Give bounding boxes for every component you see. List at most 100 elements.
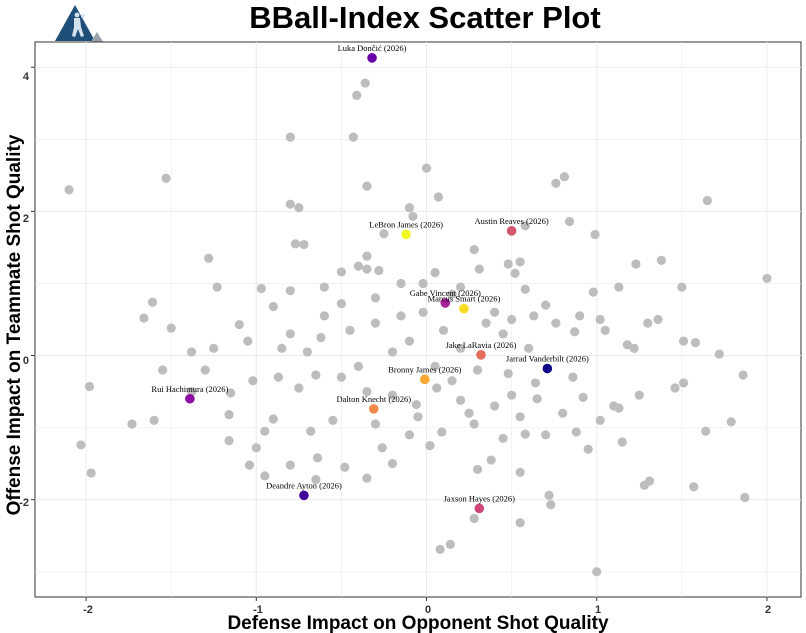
highlighted-points	[185, 53, 553, 514]
scatter-point	[299, 239, 309, 250]
y-tick-label: -2	[19, 497, 29, 509]
scatter-point	[377, 443, 387, 453]
scatter-point	[273, 372, 284, 382]
scatter-point	[520, 221, 530, 231]
scatter-point	[469, 513, 479, 524]
highlighted-point	[401, 229, 411, 240]
scatter-point	[498, 433, 508, 444]
scatter-point	[714, 349, 724, 359]
scatter-point	[418, 307, 428, 317]
scatter-point	[127, 419, 137, 429]
x-tick-label: 1	[595, 604, 601, 616]
scatter-point	[404, 203, 415, 213]
scatter-point	[595, 415, 605, 426]
scatter-point	[396, 278, 406, 289]
scatter-point	[411, 399, 421, 410]
scatter-point	[578, 392, 588, 402]
scatter-point	[408, 211, 418, 222]
scatter-point	[447, 376, 457, 386]
scatter-point	[316, 332, 326, 343]
x-tick-label: 0	[425, 604, 431, 616]
scatter-point	[559, 172, 569, 182]
scatter-point	[319, 311, 329, 321]
scatter-point	[311, 370, 321, 380]
scatter-point	[362, 264, 372, 274]
scatter-point	[139, 313, 149, 323]
scatter-point	[503, 259, 513, 269]
point-label: Marcus Smart (2026)	[428, 294, 501, 304]
player-silhouette-icon	[72, 12, 85, 37]
scatter-point	[701, 426, 711, 436]
scatter-point	[306, 426, 316, 436]
scatter-point	[740, 492, 750, 503]
x-axis-title: Defense Impact on Opponent Shot Quality	[227, 613, 609, 633]
scatter-point	[294, 383, 304, 393]
highlighted-point	[506, 226, 517, 236]
highlighted-point	[440, 298, 451, 308]
highlighted-point	[368, 404, 379, 414]
scatter-point	[447, 289, 457, 299]
point-label: Luka Dončić (2026)	[338, 43, 407, 53]
scatter-point	[370, 318, 381, 328]
scatter-point	[564, 216, 575, 227]
scatter-point	[362, 251, 372, 261]
scatter-point	[285, 286, 295, 296]
scatter-point	[515, 257, 525, 267]
scatter-point	[529, 311, 539, 321]
scatter-point	[166, 323, 176, 333]
scatter-point	[226, 388, 236, 398]
scatter-point	[570, 327, 580, 337]
chart-title: BBall-Index Scatter Plot	[249, 0, 601, 35]
scatter-point	[629, 343, 639, 353]
scatter-point	[571, 427, 581, 437]
scatter-point	[268, 414, 278, 424]
point-label: Jarrad Vanderbilt (2026)	[506, 354, 589, 364]
scatter-point	[568, 372, 578, 382]
scatter-point	[421, 163, 432, 173]
scatter-point	[204, 253, 214, 263]
scatter-point	[575, 311, 585, 321]
scatter-point	[532, 394, 542, 404]
scatter-point	[425, 441, 435, 451]
scatter-point	[352, 90, 362, 100]
x-tick-label: -1	[253, 604, 263, 616]
scatter-point	[353, 361, 364, 371]
scatter-point	[507, 390, 517, 400]
scatter-point	[161, 173, 171, 183]
scatter-point	[312, 453, 323, 463]
scatter-point	[445, 539, 455, 549]
scatter-point	[631, 259, 641, 269]
scatter-point	[348, 132, 358, 142]
scatter-point	[256, 283, 266, 294]
scatter-point	[622, 340, 632, 350]
scatter-point	[469, 244, 479, 255]
scatter-point	[507, 314, 517, 325]
scatter-point	[520, 429, 530, 439]
point-label: Gabe Vincent (2026)	[410, 288, 481, 298]
scatter-point	[702, 195, 712, 206]
scatter-point	[285, 132, 295, 142]
scatter-point	[592, 567, 602, 577]
scatter-point	[455, 395, 466, 405]
scatter-point	[340, 462, 350, 472]
scatter-point	[472, 464, 483, 475]
highlighted-labels: Luka Dončić (2026) Austin Reaves (2026) Le…	[151, 43, 589, 503]
y-axis-title: Offense Impact on Teammate Shot Quality	[4, 134, 25, 515]
scatter-point	[464, 408, 474, 418]
point-label: Rui Hachimura (2026)	[151, 384, 228, 394]
scatter-point	[430, 361, 440, 371]
scatter-point	[294, 203, 304, 213]
scatter-point	[76, 440, 86, 450]
scatter-point	[546, 500, 556, 510]
scatter-point	[541, 430, 551, 440]
y-tick-label: 0	[23, 355, 29, 367]
highlighted-point	[185, 393, 195, 404]
highlighted-point	[459, 303, 469, 314]
scatter-point	[515, 412, 525, 422]
scatter-point	[336, 267, 346, 277]
scatter-point	[187, 386, 197, 397]
highlighted-point	[474, 503, 485, 514]
scatter-point	[64, 185, 74, 195]
point-label: LeBron James (2026)	[369, 219, 443, 229]
point-label: Austin Reaves (2026)	[475, 216, 549, 226]
